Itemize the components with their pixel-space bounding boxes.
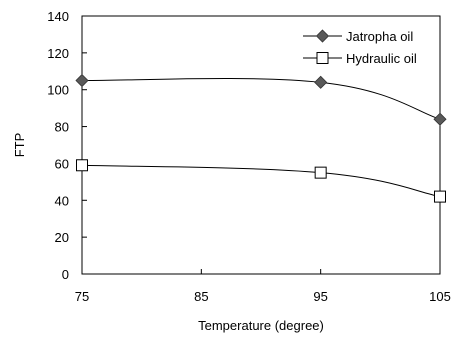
data-point-marker [76, 159, 88, 172]
y-tick-label: 40 [55, 193, 69, 208]
x-tick-label: 105 [429, 289, 451, 304]
legend-item: Jatropha oil [303, 29, 413, 44]
series-hydraulic-oil [76, 159, 446, 203]
y-tick-label: 120 [47, 46, 69, 61]
legend-item: Hydraulic oil [303, 51, 417, 66]
series-jatropha-oil [75, 73, 447, 126]
x-axis-title: Temperature (degree) [198, 318, 324, 333]
data-point-marker [434, 190, 446, 203]
series-line [81, 77, 441, 120]
y-axis-title: FTP [12, 133, 27, 158]
legend-label: Hydraulic oil [346, 51, 417, 66]
series-line [81, 164, 441, 198]
legend-marker [315, 29, 330, 43]
y-tick-label: 60 [55, 156, 69, 171]
x-tick-label: 95 [313, 289, 327, 304]
data-point-marker [314, 166, 327, 179]
plot-area [81, 15, 441, 275]
legend-label: Jatropha oil [346, 29, 413, 44]
series-layer [75, 73, 447, 203]
data-point-marker [75, 73, 89, 88]
y-tick-label: 140 [47, 9, 69, 24]
x-tick-label: 75 [75, 289, 89, 304]
data-point-marker [433, 112, 447, 126]
y-tick-label: 80 [55, 120, 69, 135]
x-tick-label: 85 [194, 289, 208, 304]
data-point-marker [314, 75, 328, 89]
y-tick-label: 100 [47, 83, 69, 98]
y-axis: 0 20 40 60 80 100 120 140 [47, 9, 87, 282]
x-axis: 75 85 95 105 [75, 269, 451, 304]
y-tick-label: 0 [62, 267, 69, 282]
y-tick-label: 20 [55, 230, 69, 245]
legend: Jatropha oil Hydraulic oil [303, 29, 417, 66]
legend-marker [316, 52, 329, 64]
